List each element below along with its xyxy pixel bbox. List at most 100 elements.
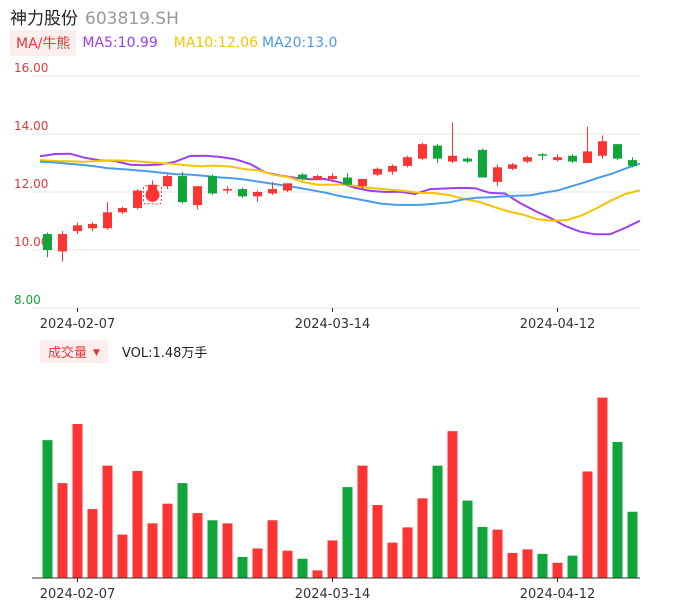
volume-bar bbox=[132, 471, 143, 578]
ma-indicator-toggle[interactable]: MA/牛熊 bbox=[10, 30, 77, 56]
volume-bar bbox=[507, 552, 518, 578]
price-tick-label: 10.00 bbox=[14, 235, 48, 249]
volume-bar bbox=[87, 509, 98, 578]
volume-bar bbox=[342, 487, 353, 578]
volume-bar bbox=[462, 500, 473, 578]
price-axis: 16.00 14.00 12.00 10.00 8.00 bbox=[14, 61, 48, 307]
volume-bar bbox=[372, 505, 383, 578]
price-tick-label: 16.00 bbox=[14, 61, 48, 75]
bull-marker-frame bbox=[143, 185, 162, 205]
candle-body bbox=[358, 178, 367, 187]
volume-bar bbox=[567, 555, 578, 578]
date-tick-label: 2024-02-07 bbox=[40, 317, 116, 332]
volume-bar bbox=[357, 465, 368, 578]
price-date-axis: 2024-02-07 2024-03-14 2024-04-12 bbox=[40, 308, 595, 332]
candle-body bbox=[163, 176, 172, 187]
volume-bars bbox=[32, 397, 640, 579]
volume-bar bbox=[207, 520, 218, 578]
volume-bar bbox=[387, 542, 398, 578]
candle-body bbox=[373, 168, 382, 175]
volume-bar bbox=[522, 549, 533, 578]
volume-bar bbox=[177, 483, 188, 578]
candle-body bbox=[103, 212, 112, 229]
candle-body bbox=[193, 186, 202, 206]
candle-body bbox=[253, 192, 262, 197]
volume-bar bbox=[297, 558, 308, 578]
volume-bar bbox=[117, 534, 128, 578]
volume-date-tick-label: 2024-04-12 bbox=[520, 587, 596, 602]
volume-indicator-label: 成交量 bbox=[48, 345, 88, 361]
volume-legend: 成交量 ▼ VOL:1.48万手 bbox=[40, 339, 208, 363]
stock-name: 神力股份 bbox=[10, 9, 78, 29]
volume-bar bbox=[327, 540, 338, 578]
candle-body bbox=[178, 176, 187, 203]
candle-body bbox=[418, 144, 427, 159]
candle-body bbox=[463, 158, 472, 162]
candle-body bbox=[583, 151, 592, 163]
volume-bar bbox=[402, 527, 413, 578]
volume-date-tick-label: 2024-02-07 bbox=[40, 587, 116, 602]
volume-bar bbox=[432, 465, 443, 578]
volume-bar bbox=[267, 520, 278, 578]
candle-body bbox=[268, 189, 277, 194]
date-tick-label: 2024-03-14 bbox=[295, 317, 371, 332]
candle-body bbox=[523, 157, 532, 162]
volume-bar bbox=[162, 503, 173, 578]
price-tick-label: 8.00 bbox=[14, 293, 41, 307]
volume-indicator-dropdown[interactable]: 成交量 ▼ bbox=[40, 339, 108, 363]
candle-body bbox=[343, 177, 352, 185]
volume-bar bbox=[477, 526, 488, 578]
volume-bar bbox=[237, 556, 248, 578]
volume-bar bbox=[72, 424, 83, 578]
candle-body bbox=[433, 145, 442, 159]
bull-icon bbox=[145, 187, 160, 202]
candle-body bbox=[403, 157, 412, 166]
candle-body bbox=[88, 223, 97, 229]
ma-legend: MA/牛熊 MA5:10.99 MA10:12.06 MA20:13.0 bbox=[10, 30, 337, 56]
volume-bar bbox=[222, 523, 233, 578]
bull-marker[interactable] bbox=[143, 185, 162, 205]
candlesticks bbox=[43, 122, 637, 262]
candle-body bbox=[493, 167, 502, 182]
candle-body bbox=[538, 154, 547, 156]
volume-bar bbox=[552, 562, 563, 578]
candle-body bbox=[283, 183, 292, 191]
candle-body bbox=[208, 176, 217, 194]
volume-bar bbox=[102, 465, 113, 578]
candle-body bbox=[133, 190, 142, 208]
volume-bar bbox=[417, 498, 428, 578]
candle-body bbox=[388, 165, 397, 172]
candle-body bbox=[568, 155, 577, 162]
volume-bar bbox=[282, 550, 293, 578]
candle-body bbox=[313, 176, 322, 179]
price-tick-label: 14.00 bbox=[14, 119, 48, 133]
volume-bar bbox=[492, 529, 503, 578]
volume-bar bbox=[582, 471, 593, 578]
candle-body bbox=[613, 144, 622, 159]
ma20-legend: MA20:13.0 bbox=[262, 35, 338, 51]
candle-body bbox=[553, 157, 562, 161]
ma10-line bbox=[39, 159, 641, 222]
candle-body bbox=[598, 141, 607, 156]
candle-body bbox=[238, 189, 247, 197]
volume-bar bbox=[312, 570, 323, 578]
volume-bar bbox=[597, 397, 608, 578]
candle-body bbox=[43, 234, 52, 250]
candle-body bbox=[478, 149, 487, 178]
volume-bar bbox=[447, 431, 458, 578]
candle-body bbox=[508, 164, 517, 169]
candle-body bbox=[448, 155, 457, 162]
stock-header: 神力股份 603819.SH bbox=[10, 4, 179, 29]
volume-value: VOL:1.48万手 bbox=[121, 345, 208, 361]
volume-bar bbox=[252, 548, 263, 578]
candle-body bbox=[73, 225, 82, 232]
moving-average-lines bbox=[39, 152, 641, 236]
candle-body bbox=[223, 189, 232, 191]
volume-bar bbox=[537, 553, 548, 578]
volume-bar bbox=[57, 483, 68, 578]
ma5-legend: MA5:10.99 bbox=[82, 35, 158, 51]
volume-bar bbox=[147, 523, 158, 578]
volume-date-axis: 2024-02-07 2024-03-14 2024-04-12 bbox=[40, 578, 596, 602]
candle-body bbox=[58, 234, 67, 252]
